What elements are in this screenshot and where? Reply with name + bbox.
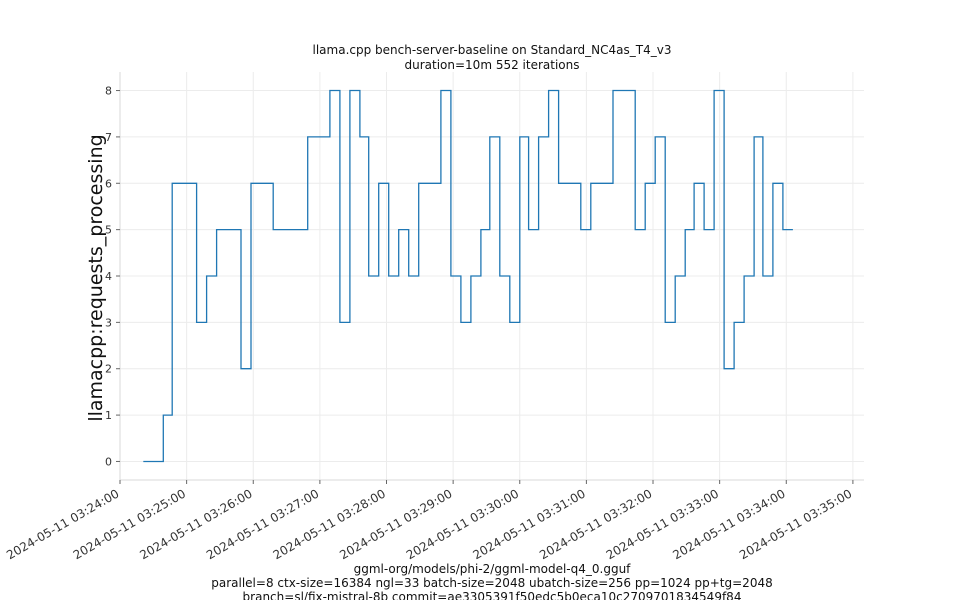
y-axis-label: llamacpp:requests_processing — [85, 134, 107, 421]
series-line-0 — [143, 89, 793, 463]
x-tick-label: 2024-05-11 03:28:00 — [271, 486, 388, 562]
y-tick-label: 3 — [105, 316, 112, 329]
x-tick-label: 2024-05-11 03:32:00 — [537, 486, 654, 562]
footer-branch: branch=sl/fix-mistral-8b commit=ae330539… — [243, 590, 742, 600]
x-tick-label: 2024-05-11 03:29:00 — [337, 486, 454, 562]
chart-subtitle: duration=10m 552 iterations — [405, 58, 580, 72]
y-axis-ticks: 0 1 2 3 4 5 6 7 8 — [105, 85, 120, 468]
chart-title: llama.cpp bench-server-baseline on Stand… — [313, 43, 672, 57]
y-tick-label: 7 — [105, 131, 112, 144]
y-tick-label: 1 — [105, 409, 112, 422]
y-tick-label: 8 — [105, 85, 112, 98]
x-tick-label: 2024-05-11 03:27:00 — [204, 486, 321, 562]
grid — [119, 72, 864, 480]
y-tick-label: 4 — [105, 270, 112, 283]
x-tick-label: 2024-05-11 03:30:00 — [404, 486, 521, 562]
series-layer — [143, 89, 793, 463]
x-tick-label: 2024-05-11 03:24:00 — [4, 486, 121, 562]
y-tick-label: 2 — [105, 363, 112, 376]
footer-params: parallel=8 ctx-size=16384 ngl=33 batch-s… — [211, 576, 772, 590]
footer-model: ggml-org/models/phi-2/ggml-model-q4_0.gg… — [354, 562, 632, 576]
x-tick-label: 2024-05-11 03:33:00 — [604, 486, 721, 562]
x-tick-label: 2024-05-11 03:35:00 — [737, 486, 854, 562]
x-tick-label: 2024-05-11 03:25:00 — [71, 486, 188, 562]
y-tick-label: 0 — [105, 455, 112, 468]
x-tick-label: 2024-05-11 03:31:00 — [471, 486, 588, 562]
y-tick-label: 6 — [105, 177, 112, 190]
x-tick-label: 2024-05-11 03:34:00 — [670, 486, 787, 562]
x-tick-label: 2024-05-11 03:26:00 — [137, 486, 254, 562]
y-tick-label: 5 — [105, 224, 112, 237]
